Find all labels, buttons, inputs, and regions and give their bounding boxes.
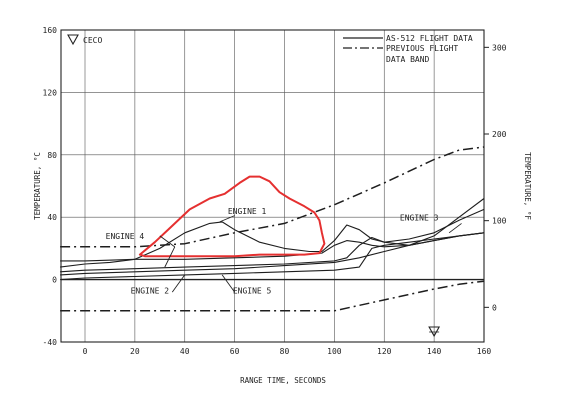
red-loop-path	[138, 175, 326, 258]
y2-tick-label: 200	[492, 130, 507, 139]
ceco-label: CECO	[83, 36, 102, 45]
annotation-engine-2: ENGINE 2	[131, 287, 170, 296]
x-tick-label: 40	[180, 347, 190, 356]
x-tick-label: 80	[280, 347, 290, 356]
annotation-engine-4: ENGINE 4	[106, 232, 145, 241]
series-line-engine-2	[60, 232, 485, 276]
annotation-leader	[221, 274, 235, 293]
annotation-engine-3: ENGINE 3	[400, 213, 439, 222]
y2-tick-label: 100	[492, 217, 507, 226]
legend-label-previous-band-line2: DATA BAND	[386, 55, 430, 64]
series-line-band-5	[60, 146, 485, 248]
legend: AS-512 FLIGHT DATA PREVIOUS FLIGHT DATA …	[343, 34, 473, 64]
y-tick-label: 120	[43, 88, 58, 97]
series-line-band-6	[60, 280, 485, 312]
hand-drawn-loop	[138, 175, 326, 258]
annotation-leader	[159, 235, 176, 248]
legend-label-previous-band: PREVIOUS FLIGHT DATA BAND	[386, 44, 463, 64]
annotation-leader	[171, 274, 186, 293]
data-series	[60, 146, 485, 312]
y2-tick-label: 300	[492, 43, 507, 52]
annotation-engine-1: ENGINE 1	[228, 207, 267, 216]
series-line-engine-1	[60, 208, 485, 268]
y-axis-title: TEMPERATURE, °C	[33, 152, 42, 220]
y-tick-label: 40	[47, 213, 57, 222]
x-axis-title: RANGE TIME, SECONDS	[240, 376, 326, 385]
ceco-triangle-icon	[67, 34, 79, 46]
y-tick-label: 0	[52, 276, 57, 285]
event-markers: CECO	[67, 34, 441, 338]
y2-axis-title: TEMPERATURE, °F	[523, 152, 532, 220]
y2-tick-label: 0	[492, 303, 497, 312]
x-tick-label: 140	[427, 347, 442, 356]
annotation-leader	[164, 246, 176, 268]
legend-label-previous-band-line1: PREVIOUS FLIGHT	[386, 44, 458, 53]
y-tick-label: -40	[43, 338, 58, 347]
series-annotations: ENGINE 1 ENGINE 3 ENGINE 4 ENGINE 2 ENGINE 5	[106, 207, 462, 296]
legend-label-flight-data: AS-512 FLIGHT DATA	[386, 34, 473, 43]
x-tick-label: 100	[327, 347, 342, 356]
x-tick-label: 160	[477, 347, 492, 356]
x-tick-label: 20	[130, 347, 140, 356]
plot-border	[60, 29, 485, 343]
annotation-leader	[448, 223, 462, 234]
y-tick-label: 160	[43, 26, 58, 35]
annotation-engine-5: ENGINE 5	[233, 287, 272, 296]
series-line-engine-3	[60, 198, 485, 262]
ceco-triangle-icon	[428, 326, 441, 338]
x-tick-label: 120	[377, 347, 392, 356]
tick-labels: 0 20 40 60 80 100 120 140 160 -40 0 40 80 120 160 0 100 2…	[43, 26, 507, 356]
y-tick-label: 80	[47, 151, 57, 160]
x-tick-label: 0	[83, 347, 88, 356]
annotation-leader	[219, 215, 235, 223]
series-line-engine-5	[60, 232, 485, 281]
plot-frame	[60, 29, 485, 343]
x-tick-label: 60	[230, 347, 240, 356]
